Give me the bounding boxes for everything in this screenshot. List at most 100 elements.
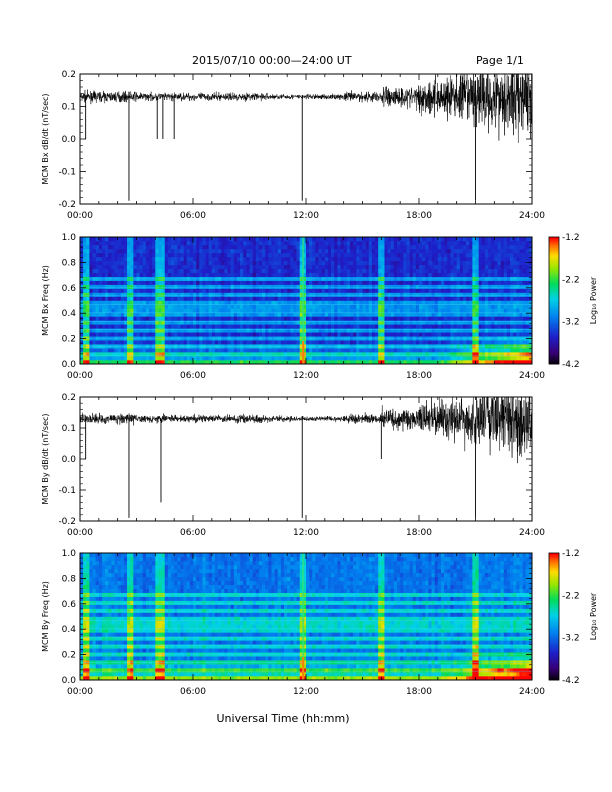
spectrogram-cell: [447, 268, 451, 274]
spectrogram-cell: [506, 340, 511, 345]
spectrogram-cell: [155, 300, 159, 305]
spectrogram-cell: [171, 316, 175, 321]
spectrogram-cell: [434, 308, 439, 313]
spectrogram-cell: [431, 316, 435, 321]
spectrogram-cell: [299, 260, 304, 266]
spectrogram-cell: [262, 328, 266, 333]
spectrogram-cell: [513, 288, 517, 293]
spectrogram-cell: [381, 264, 385, 270]
spectrogram-cell: [393, 320, 398, 325]
spectrogram-cell: [484, 248, 489, 254]
spectrogram-cell: [302, 316, 307, 321]
spectrogram-cell: [415, 240, 420, 246]
spectrogram-cell: [177, 328, 181, 333]
spectrogram-cell: [265, 360, 269, 365]
spectrogram-cell: [309, 264, 313, 270]
spectrogram-cell: [136, 284, 140, 289]
spectrogram-cell: [406, 284, 410, 289]
spectrogram-cell: [290, 288, 294, 293]
spectrogram-cell: [127, 244, 131, 250]
spectrogram-cell: [183, 324, 188, 329]
spectrogram-cell: [393, 328, 398, 333]
colorbar-tick-label-1: -4.2: [562, 360, 580, 370]
spectrogram-cell: [205, 288, 209, 293]
spectrogram-cell: [384, 344, 388, 349]
spectrogram-cell: [462, 260, 467, 266]
spectrogram-cell: [193, 292, 197, 297]
spectrogram-cell: [462, 340, 467, 345]
spectrogram-cell: [139, 252, 144, 258]
spectrogram-cell: [349, 340, 354, 345]
spectrogram-cell: [500, 260, 505, 266]
spectrogram-cell: [296, 240, 301, 246]
spectrogram-cell: [309, 324, 313, 329]
spectrogram-cell: [236, 284, 241, 289]
spectrogram-cell: [337, 340, 341, 345]
spectrogram-cell: [149, 296, 153, 301]
spectrogram-cell: [472, 300, 476, 305]
spectrogram-cell: [224, 320, 228, 325]
spectrogram-cell: [80, 284, 84, 289]
spectrogram-cell: [224, 256, 228, 262]
spectrogram-cell: [393, 296, 398, 301]
spectrogram-cell: [390, 332, 395, 337]
spectrogram-cell: [437, 320, 442, 325]
spectrogram-cell: [440, 340, 445, 345]
spectrogram-cell: [406, 300, 410, 305]
spectrogram-cell: [130, 300, 134, 305]
spectrogram-cell: [271, 252, 275, 258]
spectrogram-cell: [488, 284, 492, 289]
spectrogram-cell: [312, 268, 316, 274]
spectrogram-cell: [491, 244, 495, 250]
spectrogram-cell: [252, 352, 257, 357]
spectrogram-cell: [306, 320, 310, 325]
spectrogram-cell: [459, 304, 464, 309]
spectrogram-cell: [130, 344, 134, 349]
spectrogram-cell: [196, 272, 200, 277]
spectrogram-cell: [415, 284, 420, 289]
spectrogram-cell: [171, 280, 175, 285]
spectrogram-cell: [149, 292, 153, 297]
colorbar-band: [549, 357, 559, 361]
spectrogram-cell: [89, 344, 93, 349]
spectrogram-cell: [315, 344, 319, 349]
spectrogram-cell: [478, 320, 483, 325]
spectrogram-cell: [346, 248, 351, 254]
spectrogram-cell: [506, 288, 511, 293]
spectrogram-cell: [246, 324, 250, 329]
spectrogram-cell: [280, 237, 285, 242]
spectrogram-cell: [290, 328, 294, 333]
spectrogram-cell: [324, 328, 329, 333]
spectrogram-cell: [92, 344, 96, 349]
spectrogram-cell: [516, 237, 520, 242]
spectrogram-cell: [290, 332, 294, 337]
spectrogram-cell: [155, 356, 159, 361]
spectrogram-cell: [440, 300, 445, 305]
spectrogram-cell: [409, 272, 414, 277]
spectrogram-cell: [120, 248, 125, 254]
spectrogram-cell: [171, 344, 175, 349]
spectrogram-cell: [528, 332, 533, 337]
spectrogram-cell: [98, 260, 103, 266]
spectrogram-cell: [327, 360, 332, 365]
spectrogram-cell: [101, 320, 106, 325]
spectrogram-cell: [462, 356, 467, 361]
spectrogram-cell: [456, 272, 461, 277]
spectrogram-cell: [227, 268, 231, 274]
spectrogram-cell: [284, 256, 288, 262]
spectrogram-cell: [456, 288, 461, 293]
spectrogram-cell: [142, 332, 147, 337]
spectrogram-cell: [211, 256, 216, 262]
spectrogram-cell: [236, 237, 241, 242]
spectrogram-cell: [500, 352, 505, 357]
spectrogram-cell: [390, 272, 395, 277]
spectrogram-cell: [101, 316, 106, 321]
spectrogram-cell: [89, 300, 93, 305]
spectrogram-cell: [415, 308, 420, 313]
spectrogram-cell: [199, 328, 203, 333]
spectrogram-cell: [249, 360, 253, 365]
spectrogram-cell: [258, 312, 263, 317]
spectrogram-cell: [149, 264, 153, 270]
spectrogram-cell: [525, 356, 530, 361]
spectrogram-cell: [503, 324, 508, 329]
